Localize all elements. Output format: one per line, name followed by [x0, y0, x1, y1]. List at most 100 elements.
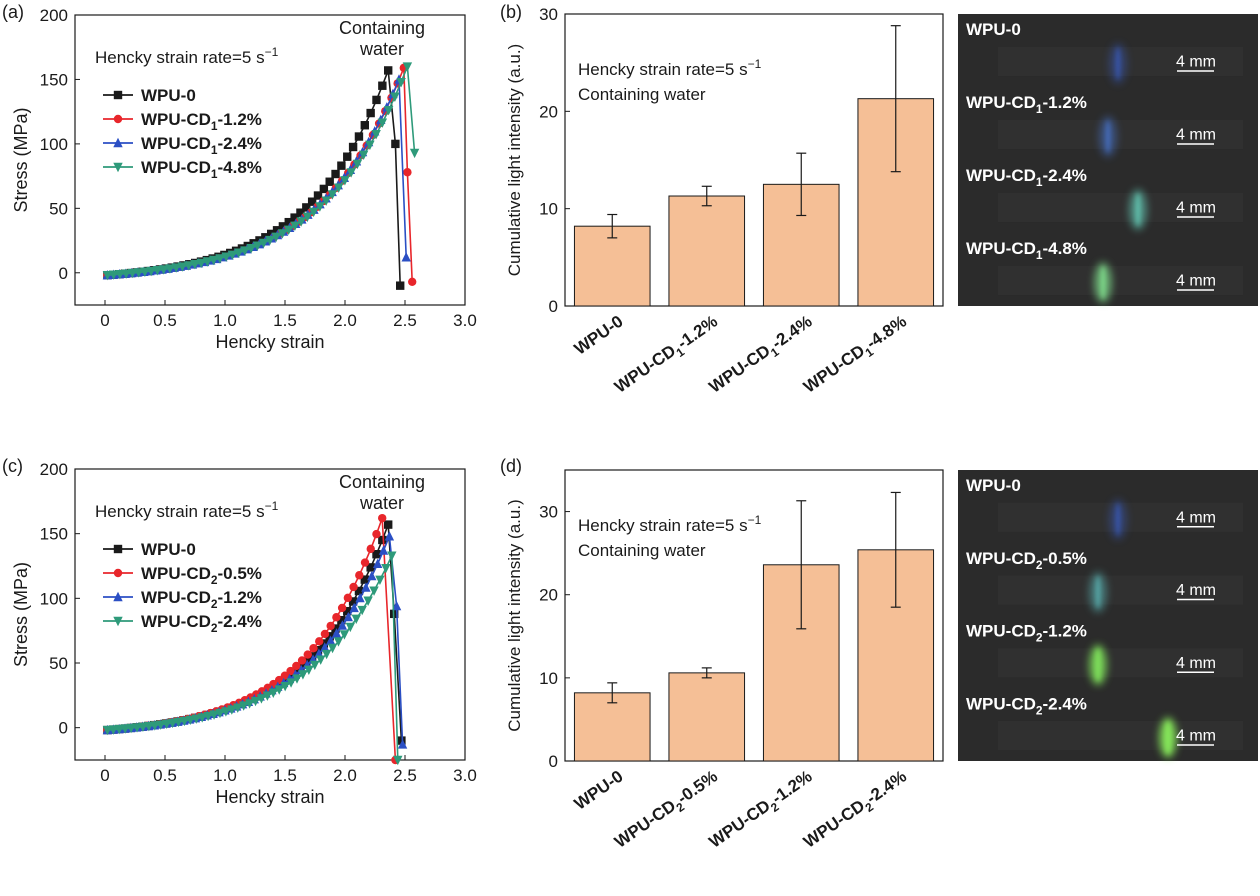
photo-sample-label-suffix: -2.4% — [1043, 166, 1087, 185]
data-point — [348, 142, 358, 152]
mechanoluminescence-core — [1100, 266, 1106, 299]
data-point — [215, 708, 225, 719]
data-point — [378, 513, 387, 523]
data-point — [408, 277, 417, 286]
data-point — [227, 705, 237, 715]
data-point — [358, 150, 369, 160]
x-tick-label: 1.5 — [273, 311, 297, 330]
data-point — [387, 551, 397, 561]
annotation-containing-water: Containing water — [578, 541, 706, 560]
legend-marker — [113, 568, 123, 578]
data-point — [277, 229, 288, 239]
data-point — [366, 563, 375, 572]
category-label-group: WPU-CD1-1.2% — [611, 312, 721, 397]
data-point — [114, 724, 124, 735]
mechanoluminescence-core — [1165, 721, 1171, 754]
legend-entry-suffix: -1.2% — [218, 110, 262, 129]
x-tick-label: 2.0 — [333, 311, 357, 330]
legend-marker — [113, 162, 123, 173]
data-point — [319, 184, 329, 194]
data-point — [221, 707, 231, 717]
legend-marker — [113, 137, 123, 148]
photo-sample-label-base: WPU-CD — [966, 166, 1036, 185]
data-point — [337, 603, 347, 613]
data-point — [233, 248, 244, 258]
data-point — [280, 671, 290, 680]
y-tick-label: 50 — [49, 199, 68, 218]
data-point — [343, 606, 352, 616]
y-tick-label: 50 — [49, 654, 68, 673]
data-point — [307, 197, 317, 206]
data-point — [120, 724, 130, 734]
data-point — [132, 723, 142, 733]
data-point — [271, 232, 281, 243]
annotation-containing-water: Containing water — [578, 85, 706, 104]
legend-marker — [113, 90, 123, 100]
data-point — [355, 592, 365, 603]
panel-b: (b) 0 10 20 30 Cumulative light intensity (a.… — [500, 2, 944, 400]
data-point — [372, 95, 381, 105]
data-point — [384, 66, 393, 75]
panel-a: (a) 0 0.5 1.0 1.5 2.0 2.5 3.0 0 50 100 150 200 Hencky… — [2, 2, 477, 352]
photo-row: WPU-0 4 mm — [966, 20, 1243, 85]
data-point — [309, 644, 318, 653]
category-label-group: WPU-CD2-0.5% — [611, 767, 721, 852]
photo-sample-label-suffix: -2.4% — [1043, 694, 1087, 713]
data-point — [315, 202, 325, 212]
data-point — [156, 720, 166, 730]
data-point — [397, 736, 406, 745]
y-tick-label: 200 — [40, 6, 68, 25]
scale-bar-label: 4 mm — [1176, 54, 1216, 71]
legend-entry-subscript: 2 — [211, 597, 218, 611]
category-label: WPU-0 — [571, 312, 627, 359]
data-point — [171, 263, 181, 273]
mechanoluminescence-core — [1095, 576, 1101, 609]
data-point — [278, 222, 288, 231]
data-point — [321, 196, 331, 206]
data-point — [296, 217, 306, 227]
y-tick-label: 150 — [40, 70, 68, 89]
photo-sample-label-suffix: -4.8% — [1043, 239, 1087, 258]
category-label-suffix: -0.5% — [674, 767, 721, 808]
x-tick-label: 1.0 — [213, 311, 237, 330]
annotation-containing-water: Containing — [339, 472, 425, 492]
data-point — [337, 620, 348, 630]
data-point — [108, 270, 119, 280]
x-tick-label: 0.5 — [153, 311, 177, 330]
data-point — [296, 208, 305, 217]
data-point — [286, 666, 295, 676]
photo-row: WPU-CD1-4.8% 4 mm — [966, 239, 1243, 304]
legend-entry-subscript: 1 — [211, 143, 218, 157]
data-point — [319, 639, 329, 648]
scale-bar-label: 4 mm — [1176, 127, 1216, 144]
legend-marker — [113, 616, 123, 627]
series-WPU-CD2-2.4% — [102, 551, 403, 766]
x-tick-label: 0 — [100, 766, 109, 785]
data-point — [209, 710, 219, 720]
y-tick-label: 20 — [539, 102, 558, 121]
mechanoluminescence-core — [1135, 193, 1141, 226]
mechanoluminescence-core — [1115, 503, 1121, 536]
photo-row: WPU-CD2-1.2% 4 mm — [966, 622, 1243, 686]
data-point — [262, 691, 273, 701]
y-axis-title: Cumulative light intensity (a.u.) — [505, 44, 524, 276]
y-tick-label: 30 — [539, 5, 558, 24]
data-point — [351, 614, 361, 625]
data-point — [352, 159, 363, 170]
category-label: WPU-CD1-2.4% — [706, 312, 818, 400]
data-point — [158, 265, 169, 275]
data-point — [191, 714, 201, 724]
data-point — [250, 696, 261, 707]
data-point — [246, 244, 256, 254]
photo-sample-label: WPU-0 — [966, 20, 1021, 39]
scale-bar-label: 4 mm — [1176, 655, 1216, 672]
data-point — [256, 694, 267, 704]
data-point — [327, 643, 338, 654]
panel-d: (d) 0 10 20 30 Cumulative light intensity (a.… — [500, 456, 944, 852]
panel-label: (c) — [2, 456, 23, 476]
legend-entry-base: WPU-0 — [141, 540, 196, 559]
data-point — [308, 207, 319, 218]
data-point — [369, 586, 379, 596]
